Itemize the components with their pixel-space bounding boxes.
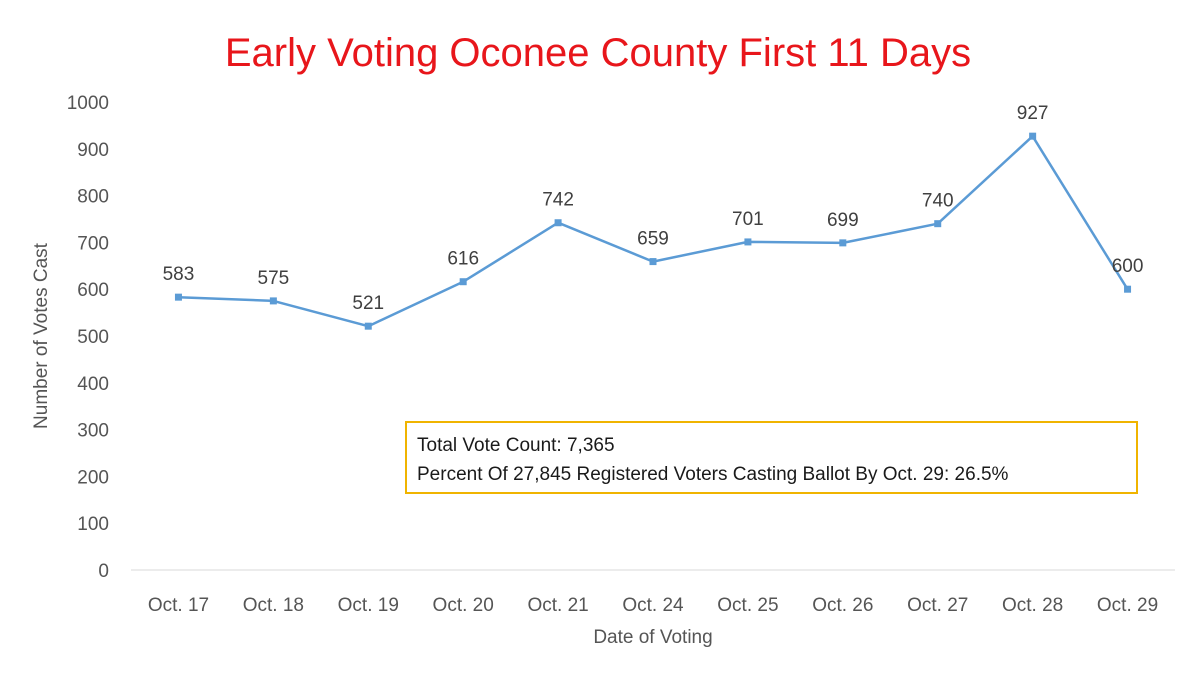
total-vote-count-text: Total Vote Count: 7,365	[417, 435, 615, 456]
x-tick-label: Oct. 21	[527, 595, 588, 616]
x-tick-label: Oct. 27	[907, 595, 968, 616]
y-axis-title: Number of Votes Cast	[31, 242, 52, 429]
y-tick-label: 100	[77, 514, 109, 535]
data-point-marker	[459, 278, 467, 286]
x-tick-label: Oct. 29	[1097, 595, 1158, 616]
data-label: 521	[352, 293, 384, 314]
y-tick-label: 1000	[67, 93, 109, 114]
chart-title: Early Voting Oconee County First 11 Days	[225, 31, 971, 75]
data-point-marker	[269, 297, 277, 305]
y-tick-label: 200	[77, 467, 109, 488]
x-tick-label: Oct. 20	[433, 595, 494, 616]
y-tick-label: 500	[77, 327, 109, 348]
x-tick-label: Oct. 25	[717, 595, 778, 616]
annotation-box: Total Vote Count: 7,365 Percent Of 27,84…	[405, 421, 1138, 494]
data-point-marker	[554, 219, 562, 227]
data-point-marker	[839, 239, 847, 247]
x-tick-label: Oct. 24	[622, 595, 684, 616]
percent-registered-text: Percent Of 27,845 Registered Voters Cast…	[417, 464, 1009, 485]
data-label: 659	[637, 229, 669, 250]
x-tick-label: Oct. 28	[1002, 595, 1063, 616]
y-tick-label: 0	[98, 561, 109, 582]
data-label: 701	[732, 209, 764, 230]
x-axis-ticks: Oct. 17 Oct. 18 Oct. 19 Oct. 20 Oct. 21 Oct. …	[148, 595, 1158, 616]
data-label: 616	[447, 249, 479, 270]
data-point-marker	[649, 258, 657, 266]
data-point-marker	[934, 220, 942, 228]
x-tick-label: Oct. 18	[243, 595, 304, 616]
data-point-marker	[1124, 285, 1132, 293]
series-markers	[174, 132, 1132, 330]
y-tick-label: 900	[77, 140, 109, 161]
y-tick-label: 700	[77, 233, 109, 254]
y-tick-label: 600	[77, 280, 109, 301]
data-label: 742	[542, 190, 574, 211]
y-tick-label: 400	[77, 374, 109, 395]
data-labels: 583 575 521 616 742 659 701 699 740 927 600	[163, 103, 1144, 314]
data-label: 583	[163, 264, 195, 285]
x-tick-label: Oct. 26	[812, 595, 873, 616]
y-tick-label: 800	[77, 187, 109, 208]
y-axis-ticks: 0 100 200 300 400 500 600 700 800 900 1000	[67, 93, 109, 582]
x-axis-title: Date of Voting	[593, 627, 712, 648]
y-tick-label: 300	[77, 421, 109, 442]
data-label: 699	[827, 210, 859, 231]
data-point-marker	[1029, 132, 1037, 140]
data-label: 600	[1112, 256, 1144, 277]
data-label: 927	[1017, 103, 1049, 124]
x-tick-label: Oct. 19	[338, 595, 399, 616]
data-point-marker	[174, 293, 182, 301]
data-label: 740	[922, 191, 954, 212]
data-label: 575	[258, 268, 290, 289]
data-point-marker	[364, 322, 372, 330]
data-point-marker	[744, 238, 752, 246]
x-tick-label: Oct. 17	[148, 595, 209, 616]
